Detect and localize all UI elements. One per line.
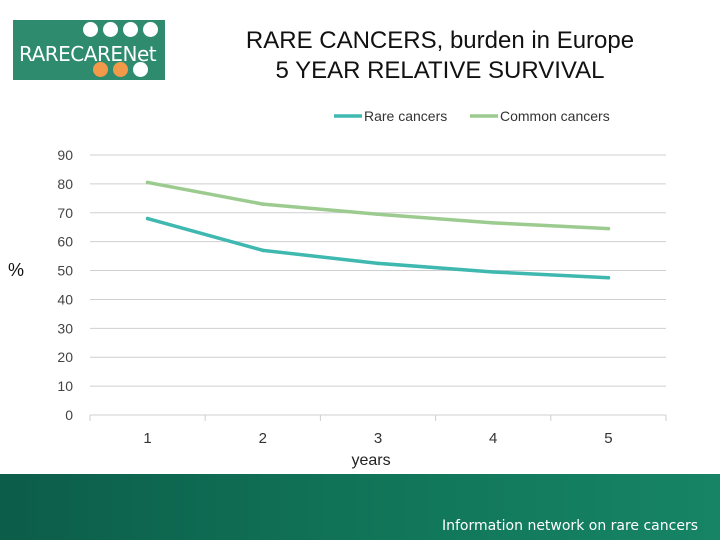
logo-dot-orange (93, 62, 108, 77)
data-point-rare-cancers (376, 261, 380, 266)
data-point-rare-cancers (491, 270, 496, 274)
logo-dot (83, 22, 98, 37)
data-point-common-cancers (606, 226, 611, 231)
x-tick-label: 4 (489, 430, 497, 447)
y-tick-label: 40 (57, 291, 73, 307)
legend-label-common-cancers: Common cancers (500, 108, 610, 124)
chart-series (145, 180, 611, 280)
data-point-common-cancers (376, 212, 380, 217)
y-tick-label: 70 (57, 205, 73, 221)
data-point-rare-cancers (145, 216, 150, 221)
y-tick-label: 0 (65, 407, 73, 423)
y-tick-label: 10 (57, 378, 73, 394)
data-point-common-cancers (145, 180, 150, 185)
x-axis-label: years (351, 452, 390, 469)
x-tick-label: 5 (604, 430, 612, 447)
y-tick-label: 60 (57, 234, 73, 250)
logo-dot (123, 22, 138, 37)
chart-legend: Rare cancers Common cancers (334, 108, 610, 124)
x-tick-label: 1 (143, 430, 151, 447)
rarecarenet-logo: RARECARENet (13, 20, 165, 80)
x-tick-label: 3 (374, 430, 382, 447)
x-axis-ticks: 1 2 3 4 5 (89, 415, 667, 447)
footer-bar: Information network on rare cancers (0, 474, 720, 540)
y-axis-label: % (8, 260, 24, 280)
data-point-common-cancers (261, 202, 265, 206)
title-line-1: RARE CANCERS, burden in Europe (245, 27, 635, 54)
x-tick-label: 2 (259, 430, 267, 447)
page-title: RARE CANCERS, burden in Europe 5 YEAR RE… (180, 26, 700, 86)
data-point-common-cancers (491, 221, 496, 225)
chart-gridlines (90, 154, 666, 416)
logo-dot (133, 62, 148, 77)
survival-line-chart: 0 10 20 30 40 50 60 70 80 90 1 2 3 4 5 Rare cancers Co… (8, 108, 667, 469)
y-tick-label: 90 (57, 147, 73, 163)
logo-dot (103, 22, 118, 37)
data-point-rare-cancers (606, 275, 611, 280)
y-tick-label: 20 (57, 349, 73, 365)
y-axis-ticks: 0 10 20 30 40 50 60 70 80 90 (57, 147, 73, 423)
y-tick-label: 50 (57, 263, 73, 279)
series-line-rare-cancers (145, 216, 611, 280)
legend-label-rare-cancers: Rare cancers (364, 108, 447, 124)
y-tick-label: 30 (57, 320, 73, 336)
logo-dot-orange (113, 62, 128, 77)
title-line-2: 5 YEAR RELATIVE SURVIVAL (275, 57, 605, 84)
logo-text: RARECARENet (19, 42, 157, 66)
footer-tagline: Information network on rare cancers (441, 518, 698, 534)
y-tick-label: 80 (57, 176, 73, 192)
data-point-rare-cancers (261, 248, 265, 253)
logo-dot (143, 22, 158, 37)
series-line-common-cancers (145, 180, 611, 231)
